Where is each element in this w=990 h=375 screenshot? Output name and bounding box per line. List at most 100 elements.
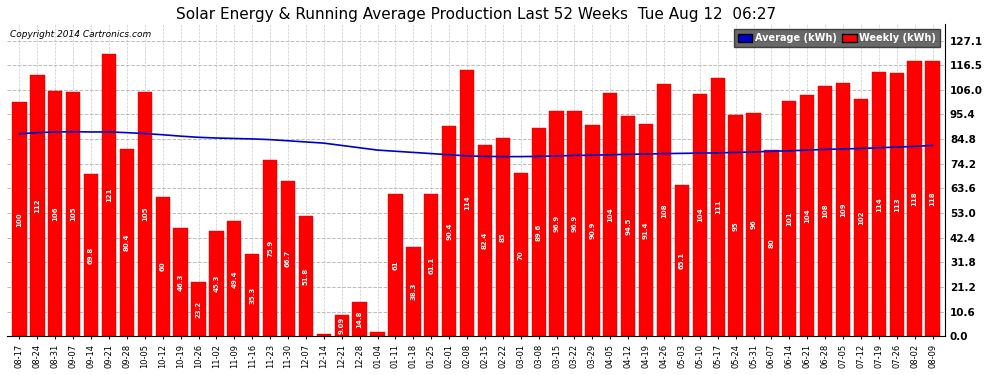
Text: 46.3: 46.3 bbox=[177, 274, 183, 291]
Bar bbox=[621, 116, 636, 336]
Bar bbox=[335, 315, 348, 336]
Bar bbox=[853, 99, 868, 336]
Bar bbox=[424, 194, 439, 336]
Bar bbox=[442, 126, 456, 336]
Bar bbox=[800, 95, 815, 336]
Bar bbox=[871, 72, 886, 336]
Text: 118: 118 bbox=[930, 192, 936, 206]
Bar bbox=[729, 115, 742, 336]
Text: 65.1: 65.1 bbox=[679, 252, 685, 269]
Title: Solar Energy & Running Average Production Last 52 Weeks  Tue Aug 12  06:27: Solar Energy & Running Average Productio… bbox=[176, 7, 776, 22]
Text: 104: 104 bbox=[804, 208, 810, 223]
Bar bbox=[155, 196, 170, 336]
Text: 91.4: 91.4 bbox=[644, 221, 649, 238]
Bar bbox=[532, 128, 545, 336]
Text: 105: 105 bbox=[142, 207, 148, 221]
Text: 106: 106 bbox=[52, 206, 58, 220]
Text: 82.4: 82.4 bbox=[482, 232, 488, 249]
Bar bbox=[908, 62, 922, 336]
Bar bbox=[246, 254, 259, 336]
Bar bbox=[782, 100, 797, 336]
Bar bbox=[549, 111, 563, 336]
Bar bbox=[818, 86, 833, 336]
Text: 104: 104 bbox=[697, 207, 703, 222]
Text: 108: 108 bbox=[661, 203, 667, 217]
Text: 80: 80 bbox=[768, 238, 774, 248]
Bar bbox=[567, 111, 582, 336]
Text: 60: 60 bbox=[159, 262, 165, 271]
Bar bbox=[926, 62, 940, 336]
Bar bbox=[656, 84, 671, 336]
Text: 45.3: 45.3 bbox=[214, 275, 220, 292]
Bar bbox=[639, 124, 653, 336]
Bar bbox=[299, 216, 313, 336]
Bar bbox=[191, 282, 206, 336]
Bar bbox=[836, 83, 850, 336]
Text: 75.9: 75.9 bbox=[267, 239, 273, 256]
Text: 80.4: 80.4 bbox=[124, 234, 130, 251]
Text: 89.6: 89.6 bbox=[536, 224, 542, 241]
Bar bbox=[102, 54, 116, 336]
Bar bbox=[693, 94, 707, 336]
Text: 108: 108 bbox=[822, 204, 828, 218]
Bar bbox=[263, 160, 277, 336]
Text: 38.3: 38.3 bbox=[410, 283, 417, 300]
Text: 61: 61 bbox=[392, 260, 398, 270]
Text: 61.1: 61.1 bbox=[429, 256, 435, 274]
Text: 109: 109 bbox=[841, 202, 846, 217]
Bar bbox=[496, 138, 510, 336]
Bar bbox=[84, 174, 98, 336]
Bar bbox=[173, 228, 188, 336]
Bar bbox=[66, 92, 80, 336]
Text: 85: 85 bbox=[500, 232, 506, 242]
Bar bbox=[281, 181, 295, 336]
Text: 112: 112 bbox=[35, 198, 41, 213]
Text: 121: 121 bbox=[106, 188, 112, 202]
Text: 35.3: 35.3 bbox=[249, 286, 255, 304]
Text: 95: 95 bbox=[733, 221, 739, 231]
Bar bbox=[478, 144, 492, 336]
Bar bbox=[746, 113, 760, 336]
Text: 113: 113 bbox=[894, 197, 900, 212]
Bar bbox=[352, 302, 367, 336]
Text: 114: 114 bbox=[464, 196, 470, 210]
Bar bbox=[514, 173, 528, 336]
Text: 102: 102 bbox=[858, 210, 864, 225]
Bar bbox=[31, 75, 45, 336]
Text: 100: 100 bbox=[17, 212, 23, 226]
Bar bbox=[317, 334, 331, 336]
Bar bbox=[460, 70, 474, 336]
Bar bbox=[227, 221, 242, 336]
Text: 51.8: 51.8 bbox=[303, 267, 309, 285]
Bar bbox=[49, 90, 62, 336]
Bar bbox=[675, 185, 689, 336]
Text: 14.8: 14.8 bbox=[356, 310, 362, 328]
Text: 111: 111 bbox=[715, 200, 721, 214]
Bar bbox=[406, 247, 421, 336]
Text: 23.2: 23.2 bbox=[195, 301, 202, 318]
Bar bbox=[388, 194, 403, 336]
Text: 90.4: 90.4 bbox=[446, 222, 452, 240]
Bar bbox=[711, 78, 725, 336]
Text: 69.8: 69.8 bbox=[88, 246, 94, 264]
Text: 104: 104 bbox=[607, 207, 613, 222]
Bar bbox=[120, 149, 134, 336]
Text: 90.9: 90.9 bbox=[589, 222, 595, 239]
Bar bbox=[209, 231, 224, 336]
Text: 9.09: 9.09 bbox=[339, 317, 345, 334]
Text: 96.9: 96.9 bbox=[571, 215, 577, 232]
Text: 101: 101 bbox=[786, 211, 792, 226]
Text: 96.9: 96.9 bbox=[553, 215, 559, 232]
Bar bbox=[12, 102, 27, 336]
Bar bbox=[764, 150, 778, 336]
Bar bbox=[603, 93, 618, 336]
Text: 66.7: 66.7 bbox=[285, 250, 291, 267]
Text: 114: 114 bbox=[876, 197, 882, 211]
Bar bbox=[138, 92, 151, 336]
Text: 94.5: 94.5 bbox=[625, 217, 632, 235]
Text: 105: 105 bbox=[70, 207, 76, 221]
Text: 49.4: 49.4 bbox=[232, 270, 238, 288]
Text: 96: 96 bbox=[750, 220, 756, 230]
Legend: Average (kWh), Weekly (kWh): Average (kWh), Weekly (kWh) bbox=[734, 29, 940, 47]
Text: 118: 118 bbox=[912, 192, 918, 206]
